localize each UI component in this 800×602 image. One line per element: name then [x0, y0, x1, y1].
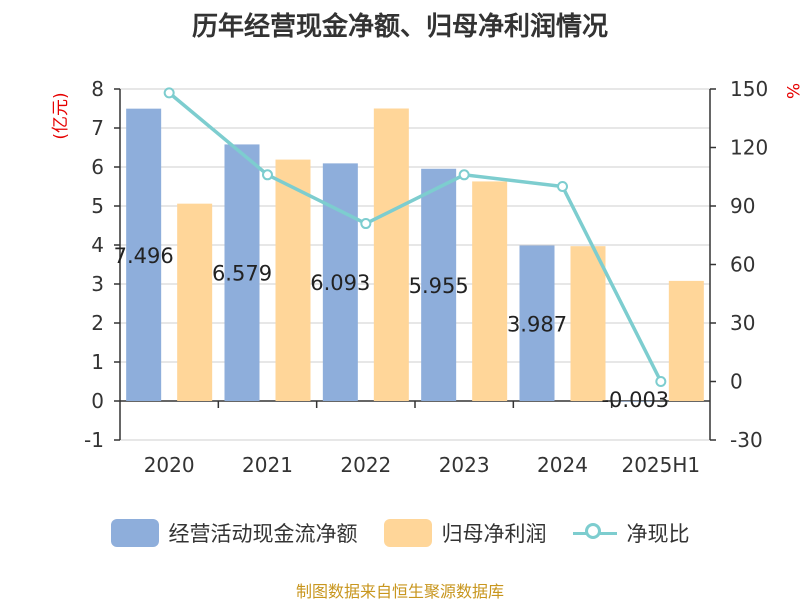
y-right-tick-label: 60: [730, 253, 755, 277]
bar-net-profit: [668, 280, 704, 401]
legend-item-net-profit[interactable]: 归母净利润: [383, 518, 547, 548]
data-source-note: 制图数据来自恒生聚源数据库: [295, 582, 504, 601]
y-left-tick-label: 6: [91, 155, 104, 179]
y-left-tick-label: -1: [84, 428, 104, 452]
bar-cashflow: [421, 168, 457, 401]
x-tick-label: 2025H1: [621, 453, 700, 477]
point-cash-ratio: [655, 376, 667, 387]
legend-item-cashflow[interactable]: 经营活动现金流净额: [110, 518, 358, 548]
y-right-tick-label: 150: [730, 77, 768, 101]
bar-net-profit: [472, 181, 508, 401]
legend-swatch-net-profit: [383, 519, 432, 547]
bar-cashflow: [519, 245, 555, 401]
x-tick-label: 2021: [242, 453, 293, 477]
point-cash-ratio: [163, 87, 175, 99]
chart-title: 历年经营现金净额、归母净利润情况: [191, 12, 608, 42]
legend-item-cash-ratio[interactable]: 净现比: [572, 518, 690, 548]
point-cash-ratio: [458, 169, 470, 181]
y-right-tick-label: 0: [730, 370, 743, 394]
legend-label-cash-ratio: 净现比: [626, 522, 690, 546]
y-left-tick-label: 4: [91, 233, 104, 257]
bar-net-profit: [570, 246, 606, 401]
y-right-tick-label: -30: [730, 428, 763, 452]
bar-cashflow: [126, 108, 162, 401]
data-label-cashflow: 3.987: [507, 312, 567, 336]
bar-cashflow: [224, 144, 260, 401]
y-right-tick-label: 30: [730, 311, 755, 335]
line-cash-ratio: [168, 91, 663, 383]
y-right-tick-label: 90: [730, 194, 755, 218]
point-cash-ratio: [360, 218, 372, 230]
chart-legend: 经营活动现金流净额 归母净利润 净现比: [0, 518, 800, 548]
x-tick-label: 2024: [537, 453, 588, 477]
data-label-cashflow: 6.093: [310, 271, 370, 295]
y-right-tick-label: 120: [730, 136, 768, 160]
y-left-tick-label: 3: [91, 272, 104, 296]
y-left-tick-label: 2: [91, 311, 104, 335]
y-left-tick-label: 1: [91, 350, 104, 374]
legend-label-net-profit: 归母净利润: [441, 522, 547, 546]
bar-net-profit: [275, 159, 311, 401]
x-tick-label: 2023: [439, 453, 490, 477]
bar-cashflow: [322, 163, 358, 401]
bar-net-profit: [373, 108, 409, 401]
y-left-tick-label: 5: [91, 194, 104, 218]
x-tick-label: 2020: [144, 453, 195, 477]
data-label-cashflow: -0.003: [601, 388, 669, 412]
y-left-tick-label: 7: [91, 116, 104, 140]
y-left-axis-label: (亿元): [51, 92, 71, 139]
y-left-tick-label: 0: [91, 389, 104, 413]
data-label-cashflow: 5.955: [409, 274, 469, 298]
legend-label-cashflow: 经营活动现金流净额: [168, 522, 358, 546]
y-left-tick-label: 8: [91, 77, 104, 101]
bar-cashflow: [617, 401, 653, 402]
data-label-cashflow: 7.496: [114, 244, 174, 268]
legend-swatch-cashflow: [110, 519, 159, 547]
x-tick-label: 2022: [340, 453, 391, 477]
data-label-cashflow: 6.579: [212, 262, 272, 286]
point-cash-ratio: [557, 181, 568, 192]
point-cash-ratio: [262, 169, 273, 181]
legend-swatch-cash-ratio: [572, 519, 617, 547]
y-right-axis-label: %: [782, 83, 800, 99]
bar-net-profit: [177, 203, 213, 401]
